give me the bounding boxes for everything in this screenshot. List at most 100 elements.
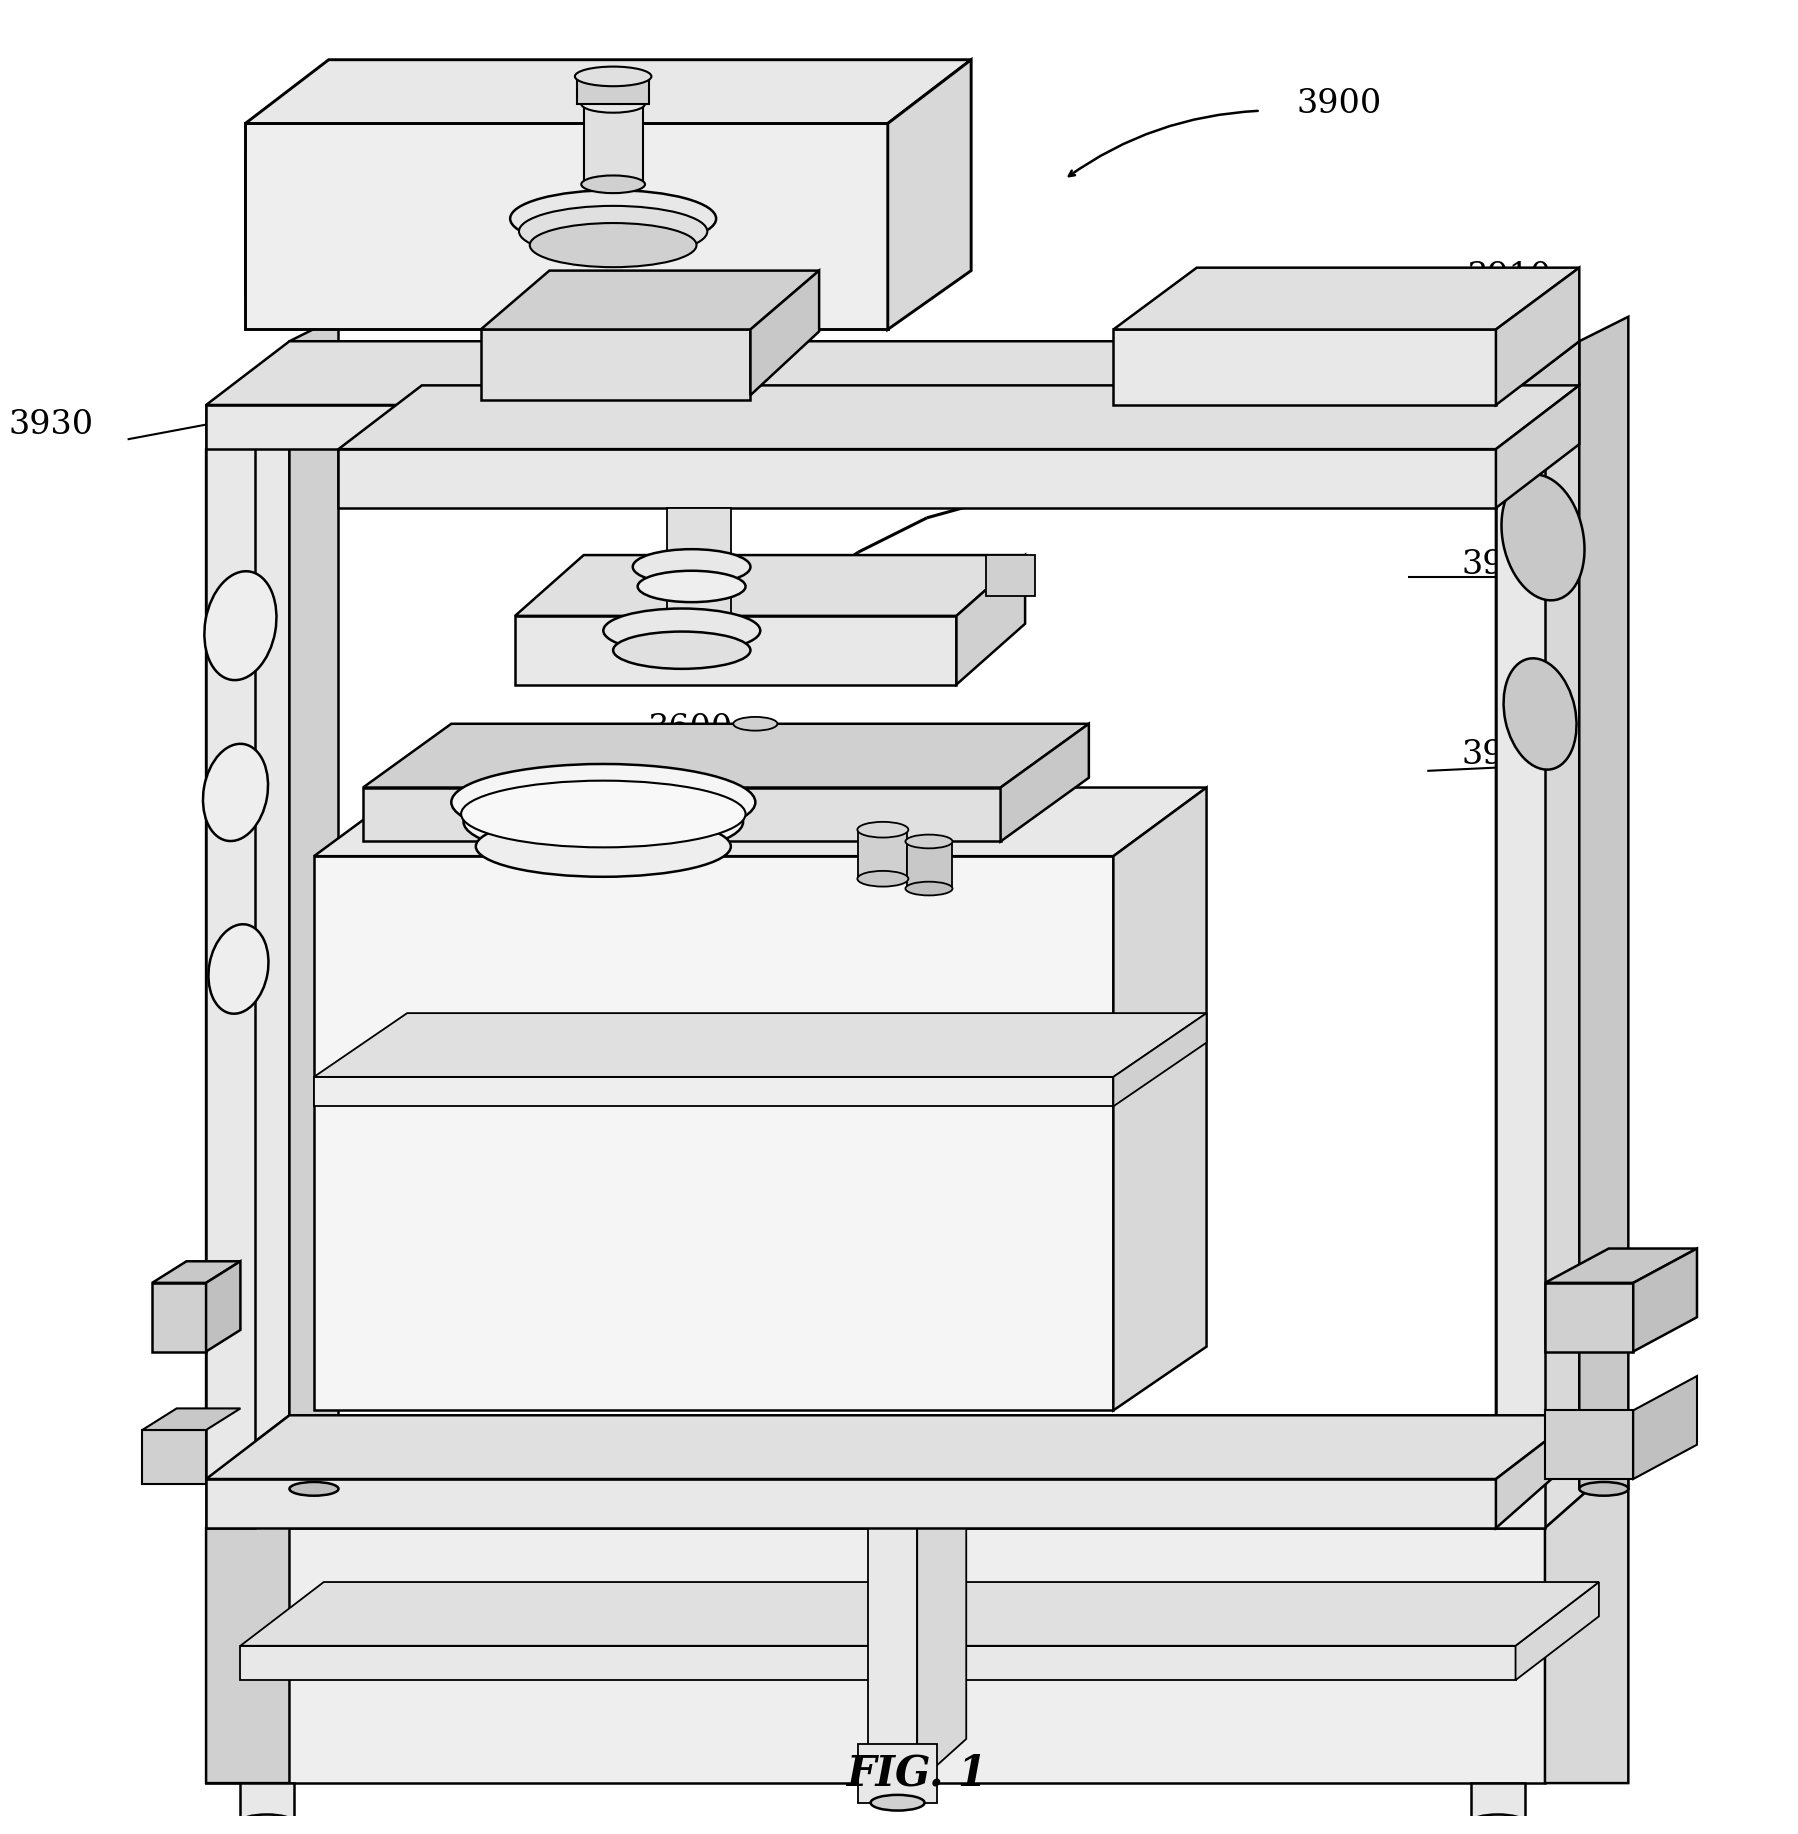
- Polygon shape: [245, 123, 886, 330]
- Ellipse shape: [870, 1795, 924, 1810]
- Polygon shape: [153, 1282, 207, 1352]
- Ellipse shape: [734, 717, 777, 730]
- Polygon shape: [142, 1409, 241, 1431]
- Text: 3700: 3700: [595, 592, 680, 625]
- Polygon shape: [1496, 405, 1544, 1528]
- Polygon shape: [207, 385, 289, 1478]
- Ellipse shape: [904, 882, 951, 895]
- Polygon shape: [1544, 1454, 1627, 1783]
- Polygon shape: [363, 787, 1000, 842]
- Ellipse shape: [451, 765, 755, 840]
- Polygon shape: [1113, 268, 1579, 330]
- Ellipse shape: [1503, 658, 1575, 770]
- Ellipse shape: [575, 66, 651, 86]
- Polygon shape: [315, 1077, 1113, 1106]
- Polygon shape: [1113, 330, 1496, 405]
- Polygon shape: [289, 317, 338, 1454]
- Polygon shape: [315, 856, 1113, 1410]
- Polygon shape: [750, 271, 818, 394]
- Ellipse shape: [511, 191, 716, 248]
- Ellipse shape: [633, 548, 750, 585]
- Ellipse shape: [529, 224, 696, 268]
- Text: FIG. 1: FIG. 1: [847, 1751, 987, 1794]
- Ellipse shape: [904, 834, 951, 849]
- Polygon shape: [142, 1431, 207, 1484]
- Ellipse shape: [858, 871, 908, 886]
- Polygon shape: [1544, 1282, 1633, 1352]
- Ellipse shape: [636, 570, 744, 602]
- Polygon shape: [207, 405, 255, 1528]
- Polygon shape: [207, 1478, 1496, 1528]
- Text: 3930: 3930: [9, 409, 93, 440]
- Ellipse shape: [239, 1814, 293, 1830]
- Polygon shape: [207, 1454, 1627, 1528]
- Text: 3920: 3920: [1460, 548, 1546, 581]
- Polygon shape: [1113, 787, 1206, 1410]
- Polygon shape: [577, 77, 649, 105]
- Polygon shape: [207, 1454, 289, 1783]
- Ellipse shape: [289, 1482, 338, 1497]
- Polygon shape: [207, 1416, 1579, 1478]
- Polygon shape: [207, 1262, 241, 1352]
- Polygon shape: [1496, 268, 1579, 405]
- Polygon shape: [957, 556, 1025, 684]
- Ellipse shape: [475, 816, 730, 877]
- Text: 3930: 3930: [1460, 455, 1546, 486]
- Polygon shape: [583, 105, 642, 183]
- Polygon shape: [667, 508, 730, 620]
- Polygon shape: [1544, 1410, 1633, 1478]
- Polygon shape: [917, 1484, 966, 1783]
- Text: 3940: 3940: [1460, 739, 1546, 770]
- Polygon shape: [1496, 385, 1579, 508]
- Polygon shape: [858, 829, 906, 878]
- Polygon shape: [241, 1783, 295, 1823]
- Polygon shape: [1579, 317, 1627, 1454]
- Polygon shape: [480, 330, 750, 400]
- Ellipse shape: [602, 609, 761, 653]
- Polygon shape: [1496, 341, 1579, 449]
- Ellipse shape: [581, 95, 645, 112]
- Polygon shape: [886, 61, 971, 330]
- Polygon shape: [480, 271, 818, 330]
- Polygon shape: [289, 1431, 338, 1489]
- Polygon shape: [207, 405, 1496, 449]
- Text: 3900: 3900: [1296, 88, 1381, 119]
- Polygon shape: [1514, 1583, 1598, 1680]
- Polygon shape: [241, 1583, 1598, 1645]
- Ellipse shape: [203, 745, 268, 842]
- Polygon shape: [1496, 1416, 1579, 1528]
- Polygon shape: [363, 724, 1088, 787]
- Ellipse shape: [460, 781, 744, 847]
- Polygon shape: [153, 1262, 241, 1282]
- Polygon shape: [338, 385, 1579, 449]
- Polygon shape: [207, 341, 1579, 405]
- Polygon shape: [985, 556, 1034, 596]
- Polygon shape: [1471, 1783, 1525, 1823]
- Polygon shape: [1579, 1431, 1627, 1489]
- Ellipse shape: [613, 631, 750, 669]
- Polygon shape: [514, 616, 957, 684]
- Text: 3500: 3500: [383, 183, 469, 215]
- Ellipse shape: [1579, 1482, 1627, 1497]
- Polygon shape: [1496, 385, 1579, 1478]
- Ellipse shape: [1471, 1814, 1525, 1830]
- Polygon shape: [1113, 1012, 1206, 1106]
- Polygon shape: [241, 1645, 1514, 1680]
- Polygon shape: [1633, 1376, 1696, 1478]
- Polygon shape: [868, 1528, 917, 1783]
- Ellipse shape: [518, 205, 707, 257]
- Text: 3910: 3910: [1465, 262, 1550, 293]
- Ellipse shape: [581, 176, 645, 193]
- Ellipse shape: [209, 924, 268, 1014]
- Polygon shape: [1633, 1249, 1696, 1352]
- Polygon shape: [207, 1528, 1544, 1783]
- Polygon shape: [315, 787, 1206, 856]
- Text: 3100: 3100: [811, 591, 895, 622]
- Polygon shape: [1000, 724, 1088, 842]
- Ellipse shape: [1501, 475, 1584, 600]
- Polygon shape: [315, 1012, 1206, 1077]
- Polygon shape: [906, 842, 951, 888]
- Polygon shape: [338, 449, 1496, 508]
- Ellipse shape: [464, 787, 743, 856]
- Polygon shape: [245, 61, 971, 123]
